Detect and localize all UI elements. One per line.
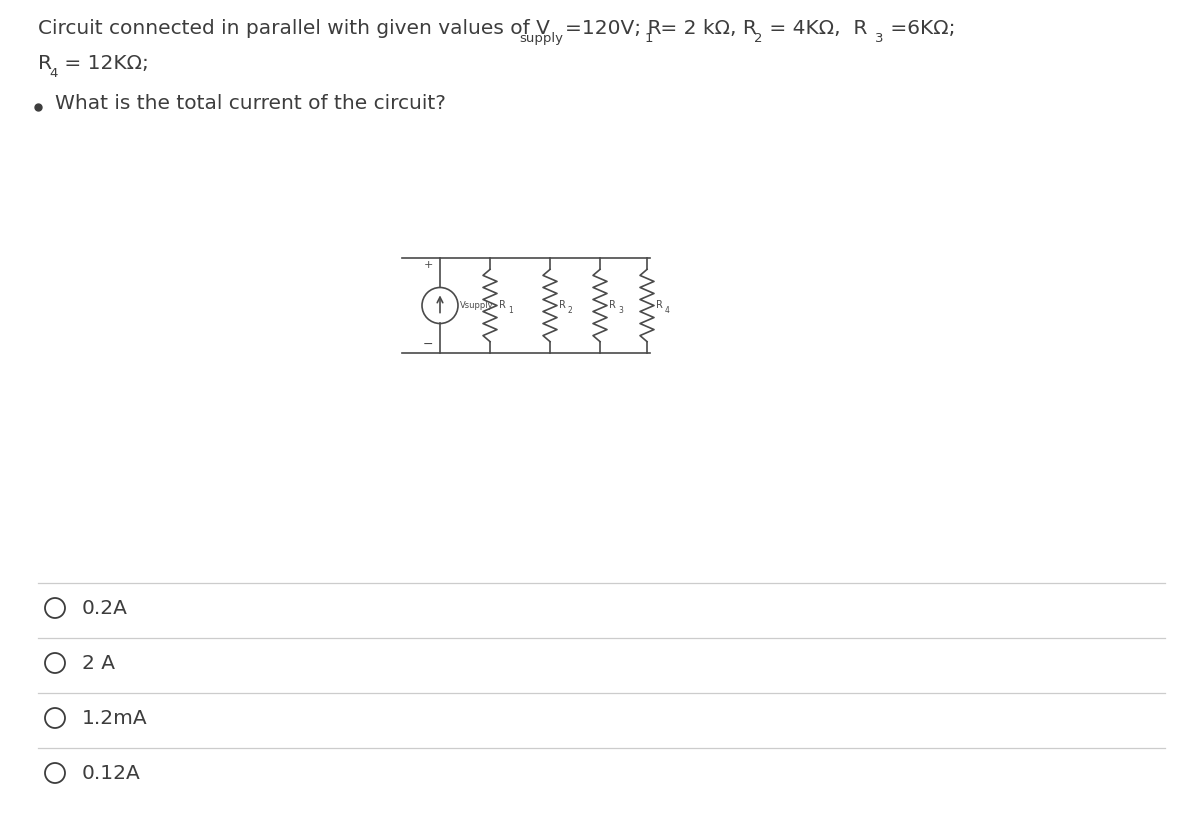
Text: 4: 4 <box>49 67 58 80</box>
Text: = 4KΩ,  R: = 4KΩ, R <box>763 19 868 38</box>
Text: 1: 1 <box>508 306 512 315</box>
Text: 0.12A: 0.12A <box>82 764 140 783</box>
Text: R: R <box>499 301 506 311</box>
Text: −: − <box>422 338 433 351</box>
Text: =6KΩ;: =6KΩ; <box>884 19 955 38</box>
Text: =120V; R: =120V; R <box>565 19 661 38</box>
Text: R: R <box>38 54 52 73</box>
Text: 0.2A: 0.2A <box>82 599 128 618</box>
Text: 1: 1 <box>646 32 654 45</box>
Text: R: R <box>559 301 566 311</box>
Text: 4: 4 <box>665 306 670 315</box>
Text: R: R <box>610 301 616 311</box>
Text: = 12KΩ;: = 12KΩ; <box>58 54 149 73</box>
Text: +: + <box>424 260 433 270</box>
Text: Vsupply: Vsupply <box>460 301 493 310</box>
Text: supply: supply <box>520 32 563 45</box>
Text: 3: 3 <box>618 306 623 315</box>
Text: What is the total current of the circuit?: What is the total current of the circuit… <box>55 94 446 113</box>
Text: 2: 2 <box>568 306 572 315</box>
Text: 2: 2 <box>754 32 762 45</box>
Text: 1.2mA: 1.2mA <box>82 709 148 728</box>
Text: 2 A: 2 A <box>82 654 115 673</box>
Text: 3: 3 <box>875 32 883 45</box>
Text: Circuit connected in parallel with given values of V: Circuit connected in parallel with given… <box>38 19 550 38</box>
Text: R: R <box>656 301 662 311</box>
Text: = 2 kΩ, R: = 2 kΩ, R <box>654 19 757 38</box>
